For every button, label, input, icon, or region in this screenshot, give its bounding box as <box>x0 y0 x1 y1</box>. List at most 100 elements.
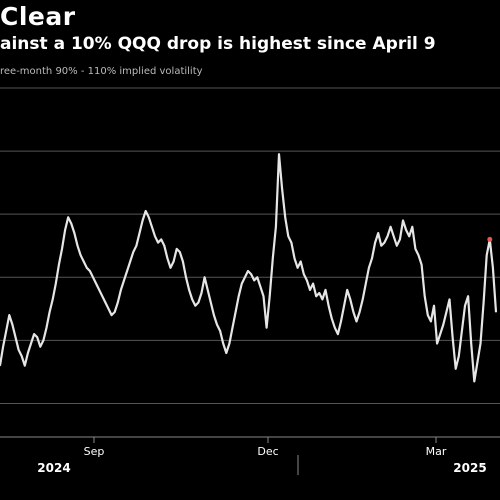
data-point-41 <box>126 270 128 272</box>
data-point-84 <box>259 286 261 288</box>
data-point-22 <box>67 216 69 218</box>
data-point-88 <box>272 257 274 259</box>
data-point-28 <box>86 267 88 269</box>
data-point-72 <box>222 342 224 345</box>
data-point-62 <box>191 298 193 300</box>
data-point-32 <box>98 289 100 291</box>
data-point-125 <box>386 235 389 237</box>
data-point-69 <box>213 314 215 316</box>
data-point-37 <box>114 311 116 313</box>
data-point-138 <box>427 314 429 316</box>
data-point-56 <box>173 260 175 263</box>
data-point-53 <box>163 245 165 247</box>
data-point-75 <box>231 327 234 329</box>
data-point-117 <box>362 298 364 300</box>
data-point-140 <box>433 305 435 307</box>
data-point-77 <box>238 295 240 297</box>
data-point-10 <box>30 342 32 345</box>
data-point-63 <box>194 305 196 307</box>
data-point-127 <box>393 235 395 237</box>
data-point-115 <box>355 320 358 322</box>
data-point-108 <box>334 327 336 329</box>
data-point-133 <box>411 226 413 228</box>
data-point-112 <box>346 289 348 291</box>
data-point-30 <box>92 276 94 278</box>
data-point-34 <box>104 301 106 304</box>
data-point-87 <box>269 295 271 297</box>
data-point-9 <box>27 352 29 354</box>
data-point-11 <box>33 333 35 335</box>
data-point-147 <box>455 368 457 370</box>
data-point-39 <box>120 289 122 291</box>
data-point-48 <box>148 216 150 218</box>
data-point-111 <box>343 305 345 307</box>
data-point-113 <box>349 298 351 300</box>
data-point-122 <box>377 232 379 234</box>
data-point-105 <box>324 289 327 291</box>
data-point-141 <box>436 342 438 345</box>
data-point-47 <box>145 210 147 212</box>
data-point-148 <box>458 355 460 357</box>
data-point-60 <box>185 276 187 278</box>
data-point-17 <box>52 298 54 300</box>
data-point-14 <box>42 339 45 341</box>
data-point-15 <box>45 327 48 329</box>
data-point-49 <box>151 226 153 228</box>
data-point-73 <box>225 352 227 354</box>
data-point-157 <box>486 254 488 256</box>
data-point-46 <box>142 219 144 222</box>
data-point-155 <box>479 342 482 345</box>
data-point-44 <box>135 245 137 247</box>
data-point-145 <box>448 298 451 300</box>
data-point-106 <box>328 305 330 307</box>
data-point-94 <box>290 242 292 244</box>
data-point-131 <box>405 229 407 231</box>
x-tick-label-0: Sep <box>84 445 105 458</box>
data-point-109 <box>337 333 339 335</box>
data-point-8 <box>24 365 26 367</box>
chart-title: Clear <box>0 2 76 31</box>
data-point-51 <box>157 242 159 244</box>
data-point-99 <box>306 279 308 281</box>
data-point-101 <box>312 283 314 285</box>
data-point-150 <box>464 305 466 307</box>
data-point-74 <box>228 342 230 345</box>
data-point-139 <box>430 320 432 322</box>
data-point-26 <box>80 254 82 256</box>
data-point-68 <box>210 301 212 304</box>
data-point-93 <box>287 235 289 237</box>
data-point-79 <box>244 276 246 278</box>
data-point-55 <box>169 267 172 269</box>
data-point-57 <box>176 248 178 250</box>
x-tick-label-2: Mar <box>426 445 447 458</box>
data-point-27 <box>83 260 85 263</box>
data-point-43 <box>132 251 134 253</box>
data-point-126 <box>390 226 392 228</box>
data-point-151 <box>467 295 469 297</box>
data-point-97 <box>300 260 302 263</box>
data-point-1 <box>2 346 4 348</box>
data-point-118 <box>365 283 367 285</box>
data-point-137 <box>424 295 426 297</box>
data-point-104 <box>321 298 323 300</box>
data-point-114 <box>352 311 354 313</box>
data-point-61 <box>188 289 190 291</box>
data-point-116 <box>359 311 361 313</box>
data-point-54 <box>166 257 168 259</box>
data-point-129 <box>399 238 401 240</box>
data-point-52 <box>160 238 162 240</box>
chart-subtitle: ainst a 10% QQQ drop is highest since Ap… <box>0 34 436 54</box>
latest-peak-marker <box>487 236 493 242</box>
data-point-64 <box>197 301 199 304</box>
data-point-19 <box>58 264 60 266</box>
data-point-95 <box>293 257 296 259</box>
data-point-3 <box>8 314 10 316</box>
data-point-156 <box>483 301 485 304</box>
data-point-146 <box>452 336 454 338</box>
data-point-132 <box>408 235 410 237</box>
data-point-31 <box>95 283 97 285</box>
data-point-23 <box>70 223 72 225</box>
data-point-35 <box>107 308 110 310</box>
data-point-29 <box>89 270 91 272</box>
